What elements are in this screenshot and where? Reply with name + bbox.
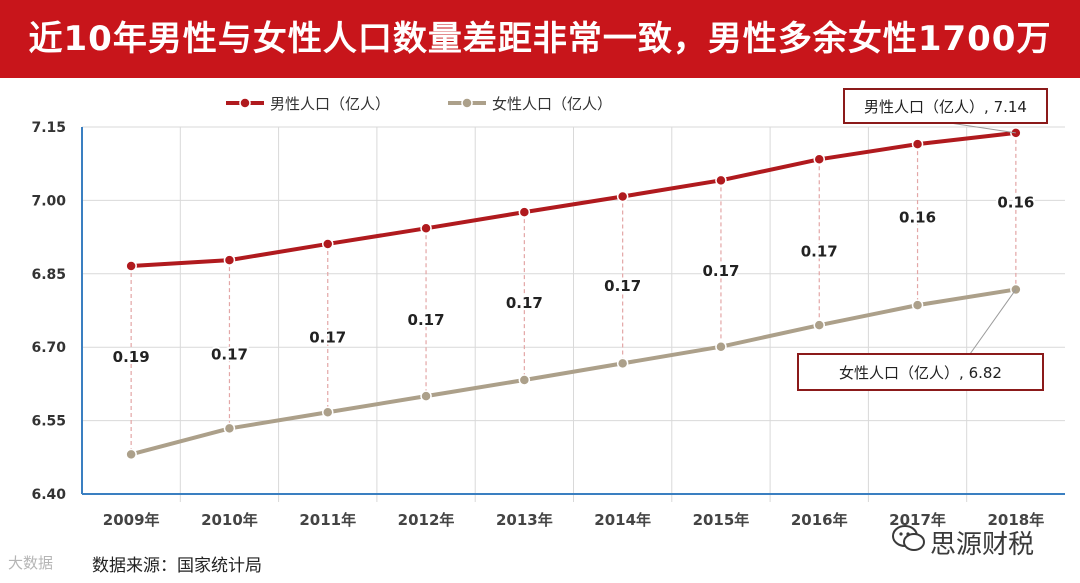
data-point [616,190,629,203]
series-line-male [131,130,1017,268]
difference-label: 0.19 [113,348,150,366]
legend-entry: 男性人口（亿人） [270,95,390,113]
data-point [125,448,137,461]
x-tick-label: 2017年 [889,511,946,529]
population-chart: 6.40 6.55 6.70 6.85 7.00 7.15 2009年 2010年 2011年 2… [31,88,1065,529]
data-point [813,319,825,331]
y-tick-label: 6.70 [31,340,66,356]
difference-label: 0.17 [506,294,543,312]
legend-entry: 女性人口（亿人） [492,95,612,113]
y-tick-label: 7.15 [31,120,66,136]
x-tick-label: 2016年 [791,511,848,529]
difference-label: 0.16 [997,194,1034,212]
y-tick-label: 6.55 [31,414,66,430]
title-bar: 近10年男性与女性人口数量差距非常一致，男性多余女性1700万 [0,0,1080,78]
grid-layer [82,126,1065,502]
callout-leader [949,122,1016,134]
data-point [420,390,432,402]
data-point [518,374,531,386]
data-point [616,357,629,370]
difference-label: 0.17 [309,328,346,346]
x-tick-label: 2012年 [398,511,455,529]
x-tick-label: 2014年 [594,511,651,529]
callout-leader [969,289,1017,355]
data-point [715,174,727,187]
series-layer [125,127,1022,461]
x-tick-label: 2011年 [299,511,356,529]
series-line-female [130,287,1017,457]
data-point [322,238,334,250]
difference-lines [130,132,1017,455]
difference-label: 0.17 [408,311,445,329]
x-tick-label: 2010年 [201,511,258,529]
data-point [322,406,334,419]
callouts: 男性人口（亿人）, 7.14 女性人口（亿人）, 6.82 [797,88,1048,391]
data-point [813,153,825,166]
callout-label: 男性人口（亿人）, 7.14 [864,98,1027,116]
difference-label: 0.17 [702,262,739,280]
axis-layer: 6.40 6.55 6.70 6.85 7.00 7.15 2009年 2010年 2011年 2… [31,120,1065,529]
data-point [420,222,432,235]
label-layer: 0.19 0.17 0.17 0.17 0.17 0.17 0.17 0.17 0.16 0.16 [111,192,1037,368]
callout-box [843,88,1048,124]
watermark-right-text: 思源财税 [930,530,1035,560]
data-point [223,422,236,435]
watermark-right: 思源财税 [892,520,1062,560]
callout-box [797,353,1044,391]
x-tick-label: 2013年 [496,511,553,529]
watermark-left: 大数据 [8,554,54,572]
legend-swatch-marker [461,97,473,109]
y-tick-label: 7.00 [31,193,66,209]
data-point [911,138,924,150]
data-point [911,299,924,311]
source-note: 数据来源：国家统计局 [92,556,262,576]
wechat-icon [892,525,925,551]
data-point [125,260,137,272]
y-tick-label: 6.40 [31,487,66,503]
difference-label: 0.17 [801,243,838,261]
difference-label: 0.17 [604,277,641,295]
data-point [715,340,727,353]
page-title: 近10年男性与女性人口数量差距非常一致，男性多余女性1700万 [28,19,1052,59]
legend: 男性人口（亿人） 女性人口（亿人） [226,95,612,113]
data-point [223,254,236,266]
x-tick-label: 2015年 [693,511,750,529]
legend-swatch-marker [239,97,251,109]
callout-label: 女性人口（亿人）, 6.82 [839,364,1002,382]
difference-label: 0.16 [899,208,936,226]
y-tick-label: 6.85 [31,267,66,283]
x-tick-label: 2018年 [987,511,1044,529]
data-point [518,206,531,218]
difference-label: 0.17 [211,345,248,363]
x-tick-label: 2009年 [103,511,160,529]
